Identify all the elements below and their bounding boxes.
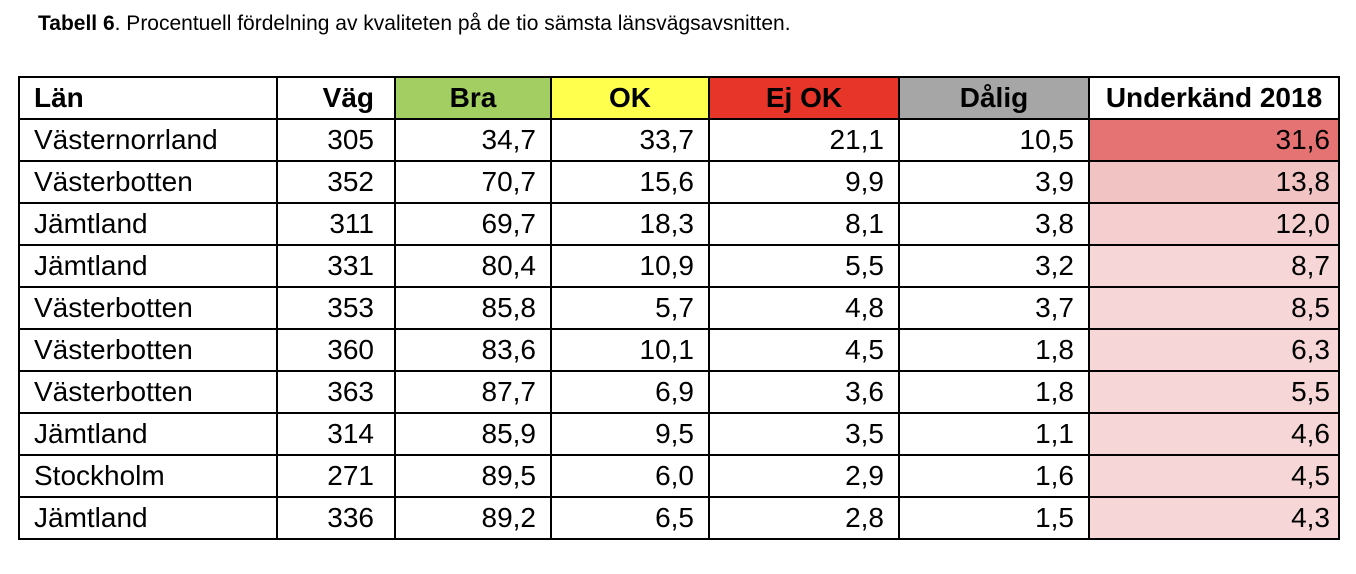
header-lan: Län <box>18 76 278 120</box>
cell-lan: Västerbotten <box>18 370 278 414</box>
cell-ejok: 3,6 <box>708 370 900 414</box>
cell-bra: 80,4 <box>394 244 552 288</box>
cell-dalig: 1,5 <box>898 496 1090 540</box>
table-row: Västerbotten 352 70,7 15,6 9,9 3,9 13,8 <box>18 160 1340 204</box>
cell-underkand: 6,3 <box>1088 328 1340 372</box>
cell-dalig: 3,7 <box>898 286 1090 330</box>
table-row: Jämtland 311 69,7 18,3 8,1 3,8 12,0 <box>18 202 1340 246</box>
table-row: Jämtland 331 80,4 10,9 5,5 3,2 8,7 <box>18 244 1340 288</box>
cell-vag: 331 <box>276 244 396 288</box>
header-row: Län Väg Bra OK Ej OK Dålig Underkänd 201… <box>18 76 1340 120</box>
cell-bra: 89,5 <box>394 454 552 498</box>
cell-dalig: 3,2 <box>898 244 1090 288</box>
header-vag: Väg <box>276 76 396 120</box>
cell-ejok: 8,1 <box>708 202 900 246</box>
cell-vag: 305 <box>276 118 396 162</box>
cell-ejok: 9,9 <box>708 160 900 204</box>
cell-underkand: 4,5 <box>1088 454 1340 498</box>
cell-vag: 363 <box>276 370 396 414</box>
table-row: Västernorrland 305 34,7 33,7 21,1 10,5 31,6 <box>18 118 1340 162</box>
cell-vag: 352 <box>276 160 396 204</box>
cell-dalig: 1,8 <box>898 328 1090 372</box>
cell-underkand: 8,7 <box>1088 244 1340 288</box>
cell-bra: 69,7 <box>394 202 552 246</box>
cell-underkand: 12,0 <box>1088 202 1340 246</box>
cell-dalig: 3,9 <box>898 160 1090 204</box>
cell-ok: 15,6 <box>550 160 710 204</box>
cell-dalig: 1,6 <box>898 454 1090 498</box>
cell-bra: 85,9 <box>394 412 552 456</box>
cell-lan: Västerbotten <box>18 328 278 372</box>
cell-ok: 10,9 <box>550 244 710 288</box>
cell-dalig: 1,8 <box>898 370 1090 414</box>
cell-ejok: 2,8 <box>708 496 900 540</box>
header-underkand: Underkänd 2018 <box>1088 76 1340 120</box>
table-row: Jämtland 336 89,2 6,5 2,8 1,5 4,3 <box>18 496 1340 540</box>
cell-underkand: 4,6 <box>1088 412 1340 456</box>
cell-vag: 360 <box>276 328 396 372</box>
cell-ejok: 21,1 <box>708 118 900 162</box>
cell-ok: 18,3 <box>550 202 710 246</box>
cell-underkand: 13,8 <box>1088 160 1340 204</box>
cell-vag: 336 <box>276 496 396 540</box>
cell-ejok: 4,8 <box>708 286 900 330</box>
cell-ok: 9,5 <box>550 412 710 456</box>
cell-ejok: 2,9 <box>708 454 900 498</box>
table-row: Västerbotten 360 83,6 10,1 4,5 1,8 6,3 <box>18 328 1340 372</box>
cell-bra: 87,7 <box>394 370 552 414</box>
cell-vag: 314 <box>276 412 396 456</box>
cell-dalig: 1,1 <box>898 412 1090 456</box>
cell-vag: 271 <box>276 454 396 498</box>
cell-ok: 6,9 <box>550 370 710 414</box>
cell-bra: 85,8 <box>394 286 552 330</box>
header-bra: Bra <box>394 76 552 120</box>
cell-bra: 83,6 <box>394 328 552 372</box>
cell-bra: 70,7 <box>394 160 552 204</box>
cell-bra: 89,2 <box>394 496 552 540</box>
table-row: Stockholm 271 89,5 6,0 2,9 1,6 4,5 <box>18 454 1340 498</box>
caption-text: . Procentuell fördelning av kvaliteten p… <box>114 12 791 35</box>
cell-underkand: 4,3 <box>1088 496 1340 540</box>
cell-ok: 6,0 <box>550 454 710 498</box>
cell-ejok: 3,5 <box>708 412 900 456</box>
table-body: Västernorrland 305 34,7 33,7 21,1 10,5 31,6 Väs… <box>18 118 1340 540</box>
cell-vag: 311 <box>276 202 396 246</box>
header-ok: OK <box>550 76 710 120</box>
cell-ok: 33,7 <box>550 118 710 162</box>
cell-lan: Västernorrland <box>18 118 278 162</box>
cell-lan: Jämtland <box>18 496 278 540</box>
table-row: Västerbotten 353 85,8 5,7 4,8 3,7 8,5 <box>18 286 1340 330</box>
cell-ejok: 5,5 <box>708 244 900 288</box>
cell-lan: Västerbotten <box>18 286 278 330</box>
cell-dalig: 3,8 <box>898 202 1090 246</box>
cell-underkand: 31,6 <box>1088 118 1340 162</box>
cell-bra: 34,7 <box>394 118 552 162</box>
cell-ok: 6,5 <box>550 496 710 540</box>
cell-lan: Jämtland <box>18 202 278 246</box>
cell-dalig: 10,5 <box>898 118 1090 162</box>
table-row: Västerbotten 363 87,7 6,9 3,6 1,8 5,5 <box>18 370 1340 414</box>
table-row: Jämtland 314 85,9 9,5 3,5 1,1 4,6 <box>18 412 1340 456</box>
cell-vag: 353 <box>276 286 396 330</box>
cell-ejok: 4,5 <box>708 328 900 372</box>
header-dalig: Dålig <box>898 76 1090 120</box>
cell-ok: 10,1 <box>550 328 710 372</box>
table-caption: Tabell 6. Procentuell fördelning av kval… <box>38 10 791 38</box>
caption-label: Tabell 6 <box>38 12 115 35</box>
quality-table: Län Väg Bra OK Ej OK Dålig Underkänd 201… <box>18 76 1340 540</box>
cell-underkand: 5,5 <box>1088 370 1340 414</box>
cell-underkand: 8,5 <box>1088 286 1340 330</box>
cell-ok: 5,7 <box>550 286 710 330</box>
cell-lan: Jämtland <box>18 412 278 456</box>
header-ejok: Ej OK <box>708 76 900 120</box>
cell-lan: Stockholm <box>18 454 278 498</box>
cell-lan: Västerbotten <box>18 160 278 204</box>
cell-lan: Jämtland <box>18 244 278 288</box>
